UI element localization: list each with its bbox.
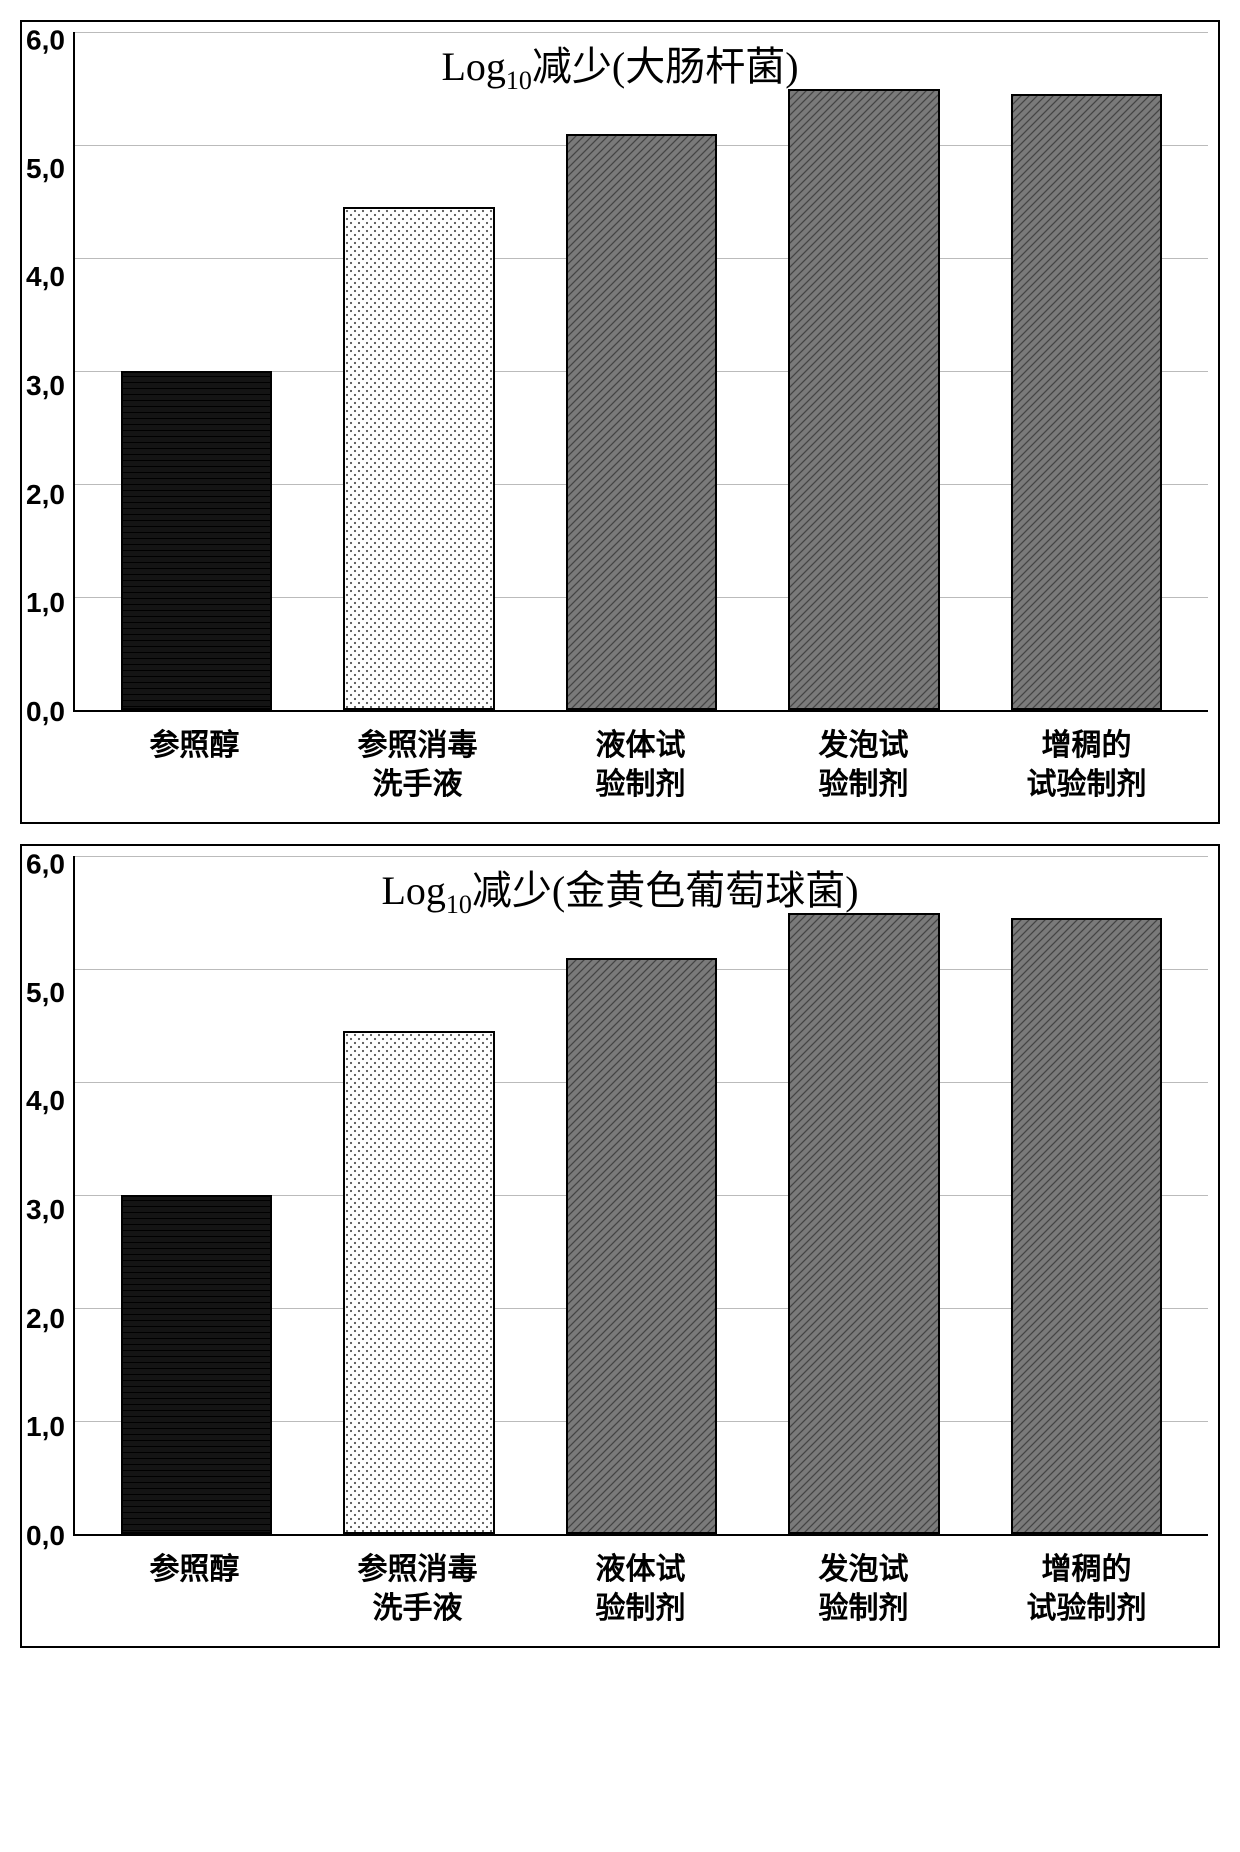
y-tick-label: 3,0	[26, 1196, 65, 1224]
x-tick-label: 参照醇	[83, 1550, 306, 1628]
y-tick-label: 5,0	[26, 155, 65, 183]
plot-area	[73, 856, 1208, 1536]
bar-slot	[308, 32, 531, 710]
y-tick-label: 0,0	[26, 1522, 65, 1550]
y-tick-label: 3,0	[26, 372, 65, 400]
x-tick-label: 参照消毒 洗手液	[306, 1550, 529, 1628]
title-prefix: Log	[441, 44, 505, 89]
x-tick-label: 发泡试 验制剂	[752, 1550, 975, 1628]
plot-wrap: 参照醇参照消毒 洗手液液体试 验制剂发泡试 验制剂增稠的 试验制剂	[73, 32, 1208, 822]
title-sub: 10	[506, 66, 532, 95]
chart-staph: Log10减少(金黄色葡萄球菌) 6,0 5,0 4,0 3,0 2,0 1,0 0,0 参…	[20, 844, 1220, 1648]
x-tick-label: 增稠的 试验制剂	[975, 1550, 1198, 1628]
title-suffix: 减少(大肠杆菌)	[532, 44, 799, 89]
bar-slot	[753, 856, 976, 1534]
x-tick-label: 参照醇	[83, 726, 306, 804]
y-tick-label: 4,0	[26, 263, 65, 291]
chart-title-ecoli: Log10减少(大肠杆菌)	[441, 34, 798, 96]
y-tick-label: 6,0	[26, 26, 65, 54]
x-tick-label: 液体试 验制剂	[529, 726, 752, 804]
plot-wrap: 参照醇参照消毒 洗手液液体试 验制剂发泡试 验制剂增稠的 试验制剂	[73, 856, 1208, 1646]
bar-slot	[530, 32, 753, 710]
bar-slot	[753, 32, 976, 710]
bar	[566, 958, 717, 1534]
y-tick-label: 2,0	[26, 1305, 65, 1333]
bar-slot	[308, 856, 531, 1534]
chart-title-staph: Log10减少(金黄色葡萄球菌)	[381, 858, 858, 920]
bar	[121, 371, 272, 710]
y-tick-label: 6,0	[26, 850, 65, 878]
chart-body: 6,0 5,0 4,0 3,0 2,0 1,0 0,0 参照醇参照消毒 洗手液液体试 验制剂…	[22, 846, 1218, 1646]
bar	[1011, 94, 1162, 710]
bar-slot	[530, 856, 753, 1534]
title-prefix: Log	[381, 868, 445, 913]
y-tick-label: 5,0	[26, 979, 65, 1007]
bar	[566, 134, 717, 710]
title-sub: 10	[446, 890, 472, 919]
y-axis: 6,05,04,03,02,01,00,0	[22, 32, 73, 712]
bar	[343, 1031, 494, 1534]
plot-area	[73, 32, 1208, 712]
bar-slot	[85, 856, 308, 1534]
bar	[788, 913, 939, 1535]
bar	[343, 207, 494, 710]
x-labels: 参照醇参照消毒 洗手液液体试 验制剂发泡试 验制剂增稠的 试验制剂	[73, 1536, 1208, 1646]
x-tick-label: 参照消毒 洗手液	[306, 726, 529, 804]
y-tick-label: 4,0	[26, 1087, 65, 1115]
chart-ecoli: Log10减少(大肠杆菌) 6,0 5,0 4,0 3,0 2,0 1,0 0,0 参照醇参…	[20, 20, 1220, 824]
y-tick-label: 1,0	[26, 1413, 65, 1441]
y-axis: 6,05,04,03,02,01,00,0	[22, 856, 73, 1536]
bars-container	[75, 32, 1208, 710]
title-suffix: 减少(金黄色葡萄球菌)	[472, 868, 859, 913]
bar-slot	[975, 856, 1198, 1534]
bar	[121, 1195, 272, 1534]
bar-slot	[85, 32, 308, 710]
y-tick-label: 1,0	[26, 589, 65, 617]
page: Log10减少(大肠杆菌) 6,05,04,03,02,01,00,0 参照醇参…	[20, 20, 1220, 1648]
y-tick-label: 0,0	[26, 698, 65, 726]
y-tick-label: 2,0	[26, 481, 65, 509]
x-tick-label: 液体试 验制剂	[529, 1550, 752, 1628]
x-labels: 参照醇参照消毒 洗手液液体试 验制剂发泡试 验制剂增稠的 试验制剂	[73, 712, 1208, 822]
bar	[1011, 918, 1162, 1534]
chart-body: 6,0 5,0 4,0 3,0 2,0 1,0 0,0 参照醇参照消毒 洗手液液体试 验制剂…	[22, 22, 1218, 822]
bar	[788, 89, 939, 711]
x-tick-label: 发泡试 验制剂	[752, 726, 975, 804]
bars-container	[75, 856, 1208, 1534]
bar-slot	[975, 32, 1198, 710]
x-tick-label: 增稠的 试验制剂	[975, 726, 1198, 804]
